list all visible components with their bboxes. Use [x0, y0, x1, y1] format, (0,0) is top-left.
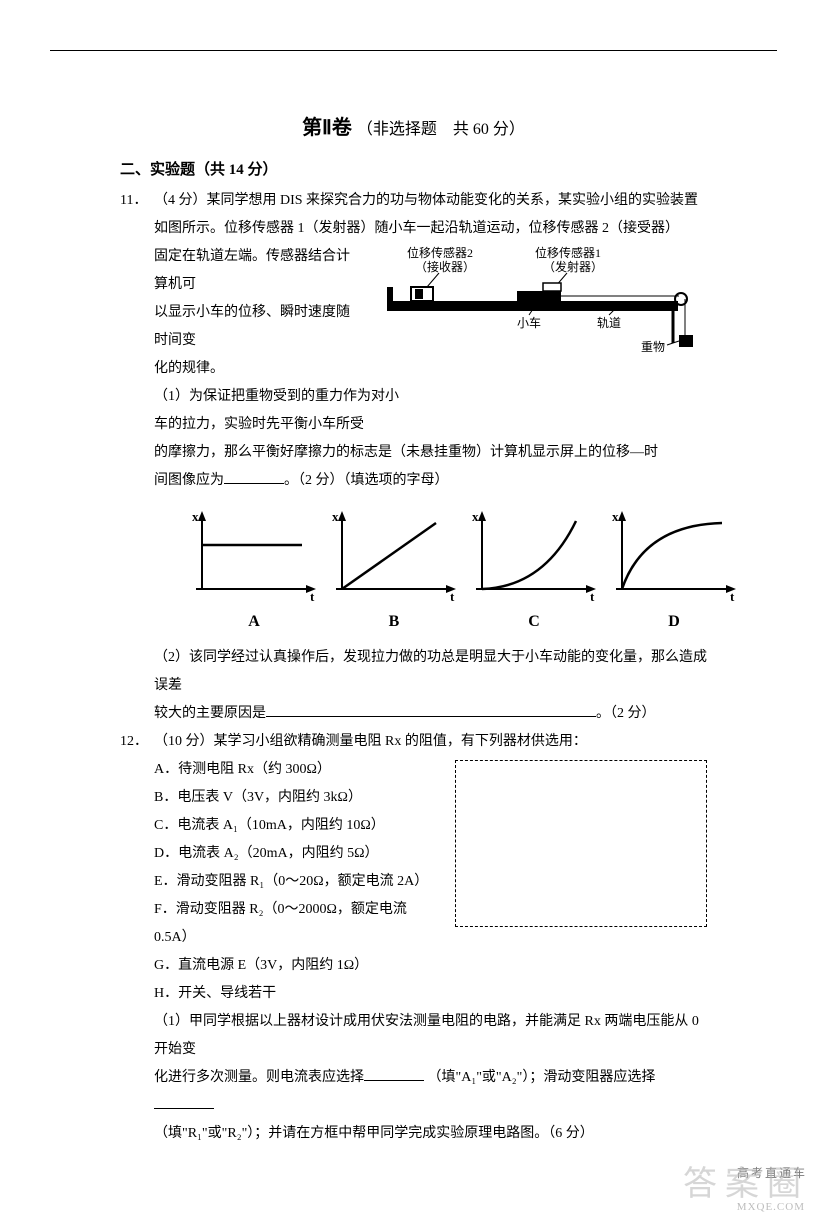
label-sensor1: 位移传感器1 — [535, 245, 601, 260]
svg-text:x: x — [332, 509, 339, 524]
svg-text:t: t — [590, 589, 595, 602]
svg-text:t: t — [310, 589, 315, 602]
title-main: 第Ⅱ卷 — [302, 117, 352, 139]
svg-text:x: x — [472, 509, 479, 524]
graphs-row: x t A x t — [184, 507, 707, 638]
watermark-sub1: 高考直通车 — [737, 1164, 807, 1181]
q12-body: A．待测电阻 Rx（约 300Ω） B．电压表 V（3V，内阻约 3kΩ） C．… — [154, 756, 707, 1148]
graph-c: x t C — [464, 507, 604, 638]
question-12: 12．（10 分）某学习小组欲精确测量电阻 Rx 的阻值，有下列器材供选用： A… — [120, 728, 707, 1148]
q12-score: （10 分） — [154, 734, 214, 749]
svg-text:x: x — [612, 509, 619, 524]
question-11: 11．（4 分）某同学想用 DIS 来探究合力的功与物体动能变化的关系，某实验小… — [120, 187, 707, 728]
q11-intro-1: 某同学想用 DIS 来探究合力的功与物体动能变化的关系，某实验小组的实验装置 — [207, 193, 699, 208]
graph-d: x t D — [604, 507, 744, 638]
q11-score: （4 分） — [154, 193, 207, 208]
circuit-box — [455, 760, 707, 927]
q12-number: 12． — [120, 728, 154, 756]
graph-d-label: D — [604, 606, 744, 638]
svg-text:t: t — [730, 589, 735, 602]
graph-a: x t A — [184, 507, 324, 638]
blank-3 — [364, 1066, 424, 1081]
svg-text:x: x — [192, 509, 199, 524]
q11-part1-l4: 间图像应为。（2 分）（填选项的字母） — [154, 467, 707, 495]
q12-part1-l1: （1）甲同学根据以上器材设计成用伏安法测量电阻的电路，并能满足 Rx 两端电压能… — [154, 1008, 707, 1064]
section2-heading: 二、实验题（共 14 分） — [120, 158, 707, 179]
graph-b-label: B — [324, 606, 464, 638]
label-weight: 重物 — [641, 340, 665, 353]
graph-c-label: C — [464, 606, 604, 638]
label-track: 轨道 — [597, 316, 621, 330]
svg-text:t: t — [450, 589, 455, 602]
q12-part1-l2: 化进行多次测量。则电流表应选择 （填"A₁"或"A₂"）；滑动变阻器应选择 — [154, 1064, 707, 1120]
q11-part2-l2: 较大的主要原因是。（2 分） — [154, 700, 707, 728]
q11-part1-l3: 的摩擦力，那么平衡好摩擦力的标志是（未悬挂重物）计算机显示屏上的位移—时 — [154, 439, 707, 467]
watermark-sub2: MXQE.COM — [737, 1201, 805, 1213]
q11-number: 11． — [120, 187, 154, 215]
blank-4 — [154, 1094, 214, 1109]
title-sub: （非选择题 共 60 分） — [357, 121, 525, 138]
q11-part1-l2: 车的拉力，实验时先平衡小车所受 — [154, 411, 707, 439]
q11-part1-l1: （1）为保证把重物受到的重力作为对小 — [154, 383, 707, 411]
q11-intro-2: 如图所示。位移传感器 1（发射器）随小车一起沿轨道运动，位移传感器 2（接受器） — [154, 215, 707, 243]
apparatus-diagram: 位移传感器2 （接收器） 位移传感器1 （发射器） — [367, 243, 707, 364]
label-car: 小车 — [517, 315, 541, 330]
label-emitter: （发射器） — [543, 259, 603, 274]
label-sensor2: 位移传感器2 — [407, 245, 473, 260]
q11-body: 如图所示。位移传感器 1（发射器）随小车一起沿轨道运动，位移传感器 2（接受器）… — [154, 215, 707, 728]
page: 第Ⅱ卷 （非选择题 共 60 分） 二、实验题（共 14 分） 11．（4 分）… — [50, 50, 777, 1188]
graph-a-label: A — [184, 606, 324, 638]
label-receiver: （接收器） — [415, 259, 475, 274]
blank-1 — [224, 469, 284, 484]
q12-item-g: G．直流电源 E（3V，内阻约 1Ω） — [154, 952, 707, 980]
blank-2 — [266, 702, 596, 717]
q12-intro: 某学习小组欲精确测量电阻 Rx 的阻值，有下列器材供选用： — [214, 734, 587, 749]
q12-part1-l3: （填"R₁"或"R₂"）；并请在方框中帮甲同学完成实验原理电路图。（6 分） — [154, 1120, 707, 1148]
q11-part2-l1: （2）该同学经过认真操作后，发现拉力做的功总是明显大于小车动能的变化量，那么造成… — [154, 644, 707, 700]
q12-item-h: H．开关、导线若干 — [154, 980, 707, 1008]
section-title: 第Ⅱ卷 （非选择题 共 60 分） — [120, 111, 707, 140]
graph-b: x t B — [324, 507, 464, 638]
